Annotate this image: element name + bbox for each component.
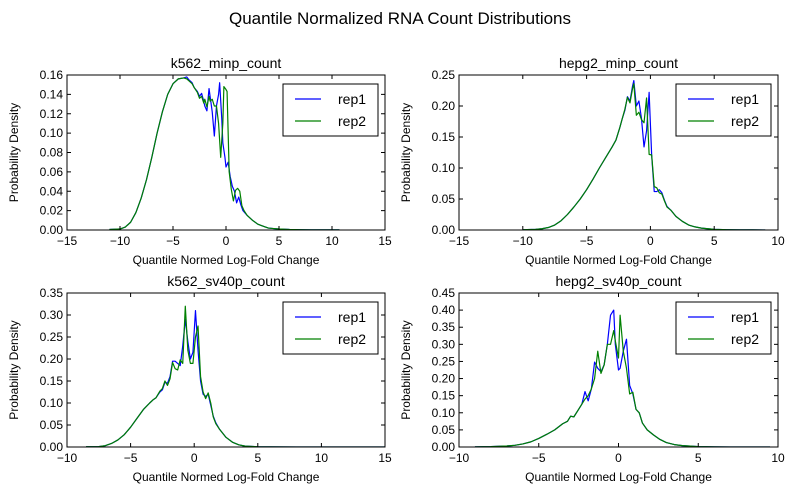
figure-title: Quantile Normalized RNA Count Distributi… [229,9,571,28]
x-tick-label: 15 [378,234,392,248]
legend-label-rep2: rep2 [731,331,759,347]
y-tick-label: 0.08 [40,146,64,160]
legend-box [675,301,772,355]
y-axis-label: Probability Density [399,320,413,419]
subplot-title: hepg2_sv40p_count [555,273,681,289]
subplot-hepg2-minp-count: hepg2_minp_count −15 −10 −5 0 5 10 0.00 0.05 0.10… [399,55,785,267]
y-tick-label: 0.15 [432,130,456,144]
y-tick-label: 0.14 [40,87,64,101]
x-tick-label: −5 [580,234,594,248]
subplot-k562-minp-count: k562_minp_count −15 −10 −5 0 5 10 15 0.00 0.02 0.0… [7,55,392,267]
x-tick-label: −10 [57,451,78,465]
x-axis-label: Quantile Normed Log-Fold Change [133,253,320,267]
legend-box [282,301,379,355]
legend-label-rep1: rep1 [731,91,759,107]
legend: rep1 rep2 [675,83,772,137]
x-tick-label: 0 [647,234,654,248]
y-tick-label: 0.35 [40,286,64,300]
legend-label-rep2: rep2 [338,113,366,129]
legend: rep1 rep2 [282,83,379,137]
x-tick-label: 0 [615,451,622,465]
y-tick-label: 0.10 [432,161,456,175]
x-tick-label: −10 [110,234,131,248]
x-tick-label: 10 [325,234,339,248]
x-tick-label: 5 [711,234,718,248]
series-line-rep2 [109,77,340,230]
y-tick-label: 0.12 [40,107,64,121]
legend-box [675,83,772,137]
legend: rep1 rep2 [282,301,379,355]
y-tick-label: 0.00 [40,440,64,454]
x-tick-label: 10 [771,234,785,248]
legend-label-rep2: rep2 [338,331,366,347]
axes-frame [66,292,386,448]
x-tick-label: −5 [166,234,180,248]
y-tick-label: 0.35 [432,320,456,334]
x-tick-label: 5 [695,451,702,465]
x-tick-label: 5 [276,234,283,248]
y-tick-label: 0.05 [432,192,456,206]
y-tick-label: 0.00 [40,223,64,237]
y-tick-label: 0.00 [432,223,456,237]
x-tick-label: 10 [315,451,329,465]
y-tick-label: 0.16 [40,68,64,82]
legend-label-rep1: rep1 [731,309,759,325]
series-line-rep2 [86,305,385,447]
y-tick-label: 0.25 [432,354,456,368]
subplot-hepg2-sv40p-count: hepg2_sv40p_count −10 −5 0 5 10 0.00 0.05 0.10 0.… [399,273,785,484]
x-axis-label: Quantile Normed Log-Fold Change [133,470,320,484]
legend-label-rep2: rep2 [731,113,759,129]
x-tick-label: −10 [449,451,470,465]
subplot-title: k562_sv40p_count [167,273,285,289]
x-tick-label: 0 [191,451,198,465]
subplot-title: hepg2_minp_count [559,55,678,71]
y-tick-label: 0.05 [40,418,64,432]
y-tick-label: 0.30 [432,337,456,351]
legend-label-rep1: rep1 [338,309,366,325]
series-line-rep2 [474,314,771,447]
y-tick-label: 0.40 [432,303,456,317]
y-tick-label: 0.15 [432,389,456,403]
y-tick-label: 0.20 [40,352,64,366]
y-axis-label: Probability Density [7,320,21,419]
legend: rep1 rep2 [675,301,772,355]
axes-frame [458,74,779,231]
y-tick-label: 0.04 [40,184,64,198]
y-tick-label: 0.10 [40,126,64,140]
x-tick-label: 5 [254,451,261,465]
y-tick-label: 0.20 [432,99,456,113]
y-tick-label: 0.15 [40,374,64,388]
x-tick-label: −15 [449,234,470,248]
x-tick-label: −5 [532,451,546,465]
y-tick-label: 0.20 [432,372,456,386]
subplot-title: k562_minp_count [171,55,282,71]
y-tick-label: 0.25 [432,68,456,82]
y-tick-label: 0.45 [432,286,456,300]
x-tick-label: 10 [771,451,785,465]
x-tick-label: 0 [223,234,230,248]
y-tick-label: 0.10 [40,396,64,410]
y-tick-label: 0.30 [40,308,64,322]
y-tick-label: 0.06 [40,165,64,179]
y-tick-label: 0.00 [432,440,456,454]
x-tick-label: 15 [378,451,392,465]
legend-label-rep1: rep1 [338,91,366,107]
legend-box [282,83,379,137]
y-tick-label: 0.02 [40,204,64,218]
x-tick-label: −5 [124,451,138,465]
subplot-k562-sv40p-count: k562_sv40p_count −10 −5 0 5 10 15 0.00 0.05 0.10 0… [7,273,392,484]
y-tick-label: 0.10 [432,406,456,420]
x-axis-label: Quantile Normed Log-Fold Change [525,253,712,267]
y-tick-label: 0.25 [40,330,64,344]
y-axis-label: Probability Density [7,103,21,202]
x-axis-label: Quantile Normed Log-Fold Change [525,470,712,484]
subplots: k562_minp_count −15 −10 −5 0 5 10 15 0.00 0.02 0.0… [7,55,785,484]
y-axis-label: Probability Density [399,103,413,202]
x-tick-label: −10 [513,234,534,248]
series-line-rep2 [522,83,766,230]
x-tick-label: −15 [57,234,78,248]
y-tick-label: 0.05 [432,423,456,437]
